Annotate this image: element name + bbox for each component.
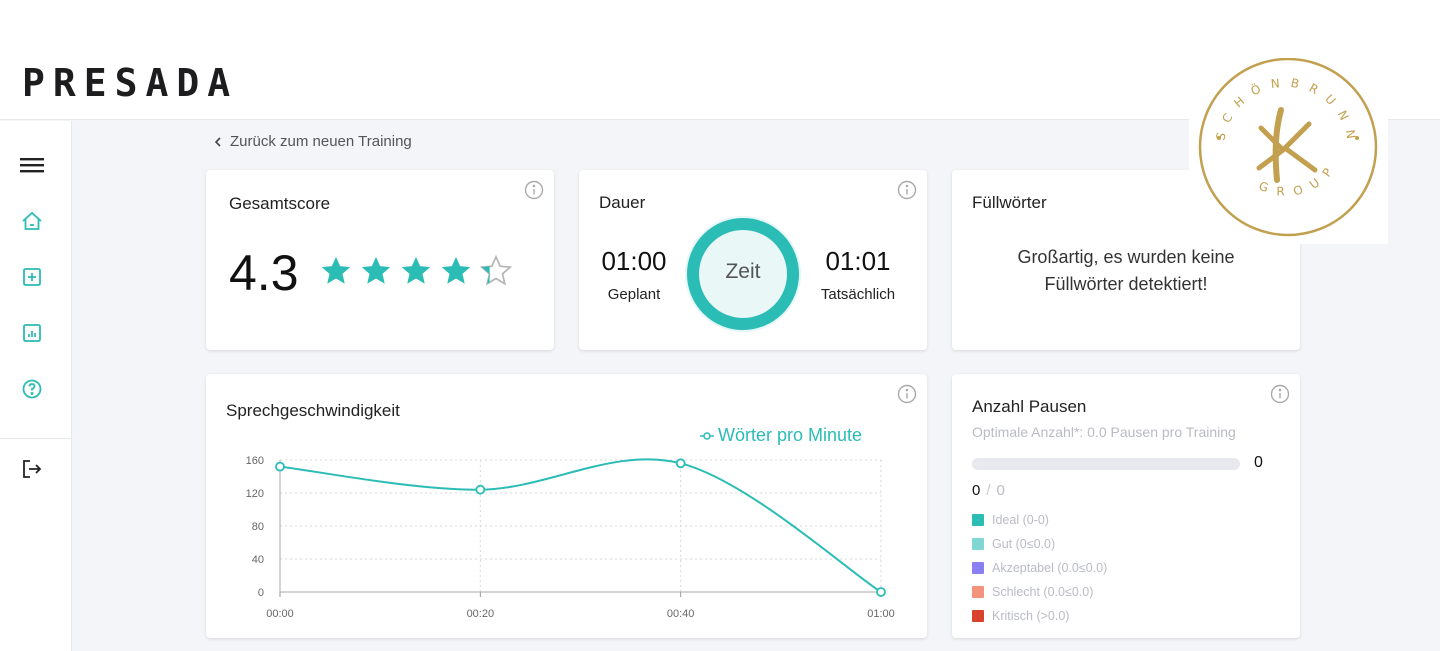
legend-item: Gut (0≤0.0) — [972, 537, 1055, 551]
pauses-count-total: 0 — [996, 482, 1005, 499]
score-value: 4.3 — [229, 245, 299, 301]
legend-label: Gut (0≤0.0) — [992, 537, 1056, 551]
score-title: Gesamtscore — [229, 194, 331, 213]
sidebar-item-new-training[interactable] — [18, 263, 46, 291]
schonbrunn-seal: SCHÖNBRUNN GROUP — [1198, 57, 1378, 237]
x-tick-label: 01:00 — [867, 608, 895, 620]
duration-card: Dauer 01:00 Geplant Zeit 01:01 Tatsächli… — [579, 170, 927, 350]
pauses-count-separator: / — [986, 482, 991, 499]
help-icon — [22, 379, 42, 399]
legend-label: Schlecht (0.0≤0.0) — [992, 585, 1094, 599]
filler-title: Füllwörter — [972, 193, 1047, 212]
speed-title: Sprechgeschwindigkeit — [226, 401, 400, 420]
info-icon[interactable] — [1270, 384, 1290, 404]
star-icon — [321, 256, 351, 284]
legend-label: Kritisch (>0.0) — [992, 609, 1070, 623]
filler-message-line: Füllwörter detektiert! — [1044, 274, 1208, 294]
pauses-title: Anzahl Pausen — [972, 397, 1087, 416]
sidebar-item-home[interactable] — [18, 207, 46, 235]
legend-swatch — [972, 562, 984, 574]
x-tick-label: 00:20 — [467, 608, 495, 620]
sidebar — [0, 121, 72, 651]
y-tick-label: 80 — [252, 521, 264, 533]
star-icon — [401, 256, 431, 284]
y-tick-label: 0 — [258, 587, 264, 599]
sidebar-item-reports[interactable] — [18, 319, 46, 347]
time-ring-label: Zeit — [725, 260, 761, 283]
y-tick-label: 120 — [246, 488, 264, 500]
legend-item: Schlecht (0.0≤0.0) — [972, 585, 1093, 599]
legend-item: Kritisch (>0.0) — [972, 609, 1069, 623]
star-icon — [361, 256, 391, 284]
duration-title: Dauer — [599, 193, 646, 212]
svg-text:SCHÖNBRUNN: SCHÖNBRUNN — [1213, 75, 1359, 149]
data-point — [475, 484, 486, 495]
data-point — [275, 461, 285, 472]
x-tick-label: 00:00 — [266, 608, 294, 620]
filler-message-line: Großartig, es wurden keine — [1017, 247, 1235, 267]
menu-button[interactable] — [18, 151, 46, 179]
star-rating — [318, 254, 514, 288]
stamp-overlay: SCHÖNBRUNN GROUP — [1189, 57, 1388, 244]
logout-icon — [23, 460, 42, 478]
y-tick-label: 40 — [252, 554, 264, 566]
legend-line-icon — [700, 431, 714, 440]
star-half-icon — [479, 254, 513, 286]
sidebar-item-logout[interactable] — [18, 455, 46, 483]
actual-label: Tatsächlich — [820, 286, 896, 303]
legend-item: Akzeptabel (0.0≤0.0) — [972, 561, 1107, 575]
back-link[interactable]: Zurück zum neuen Training — [214, 133, 412, 150]
info-icon[interactable] — [524, 180, 544, 200]
legend-item: Ideal (0-0) — [972, 513, 1049, 527]
add-icon — [23, 268, 41, 286]
menu-icon — [20, 158, 44, 173]
planned-label: Geplant — [607, 286, 661, 303]
report-icon — [23, 324, 41, 342]
legend-swatch — [972, 514, 984, 526]
svg-text:GROUP: GROUP — [1257, 157, 1341, 198]
star-icon — [441, 256, 471, 284]
chart-legend[interactable]: Wörter pro Minute — [700, 425, 862, 446]
legend-swatch — [972, 610, 984, 622]
filler-message: Großartig, es wurden keine Füllwörter de… — [952, 244, 1300, 298]
series-line — [279, 458, 882, 593]
legend-swatch — [972, 586, 984, 598]
pauses-bar-value: 0 — [1254, 454, 1263, 471]
pauses-card: Anzahl Pausen Optimale Anzahl*: 0.0 Paus… — [952, 374, 1300, 638]
time-ring — [685, 216, 801, 332]
back-link-label: Zurück zum neuen Training — [230, 133, 412, 150]
speed-chart: 0 40 80 120 160 00:00 00:20 00:40 01:00 — [246, 455, 895, 620]
sidebar-divider — [0, 438, 71, 439]
home-icon — [22, 211, 42, 230]
legend-swatch — [972, 538, 984, 550]
score-card: Gesamtscore 4.3 — [206, 170, 554, 350]
pauses-subtitle: Optimale Anzahl*: 0.0 Pausen pro Trainin… — [972, 424, 1236, 440]
planned-time: 01:00 — [601, 246, 667, 276]
speed-card: Sprechgeschwindigkeit Wörter pro Minute … — [206, 374, 927, 638]
data-point — [876, 587, 886, 597]
actual-time: 01:01 — [825, 246, 891, 276]
chart-legend-label: Wörter pro Minute — [718, 425, 863, 445]
chevron-left-icon — [214, 136, 221, 147]
x-tick-label: 00:40 — [667, 608, 695, 620]
filler-card: Füllwörter Großartig, es wurden keine Fü… — [952, 170, 1300, 350]
info-icon[interactable] — [897, 384, 917, 404]
y-tick-label: 160 — [246, 455, 264, 467]
sidebar-item-help[interactable] — [18, 375, 46, 403]
data-point — [675, 458, 686, 469]
pauses-progress-bar — [972, 458, 1240, 470]
legend-label: Akzeptabel (0.0≤0.0) — [992, 561, 1108, 575]
legend-label: Ideal (0-0) — [992, 513, 1049, 527]
info-icon[interactable] — [897, 180, 917, 200]
pauses-count: 0 / 0 — [972, 482, 1005, 499]
pauses-count-actual: 0 — [972, 482, 981, 499]
logo[interactable]: PRESADA — [22, 61, 239, 105]
